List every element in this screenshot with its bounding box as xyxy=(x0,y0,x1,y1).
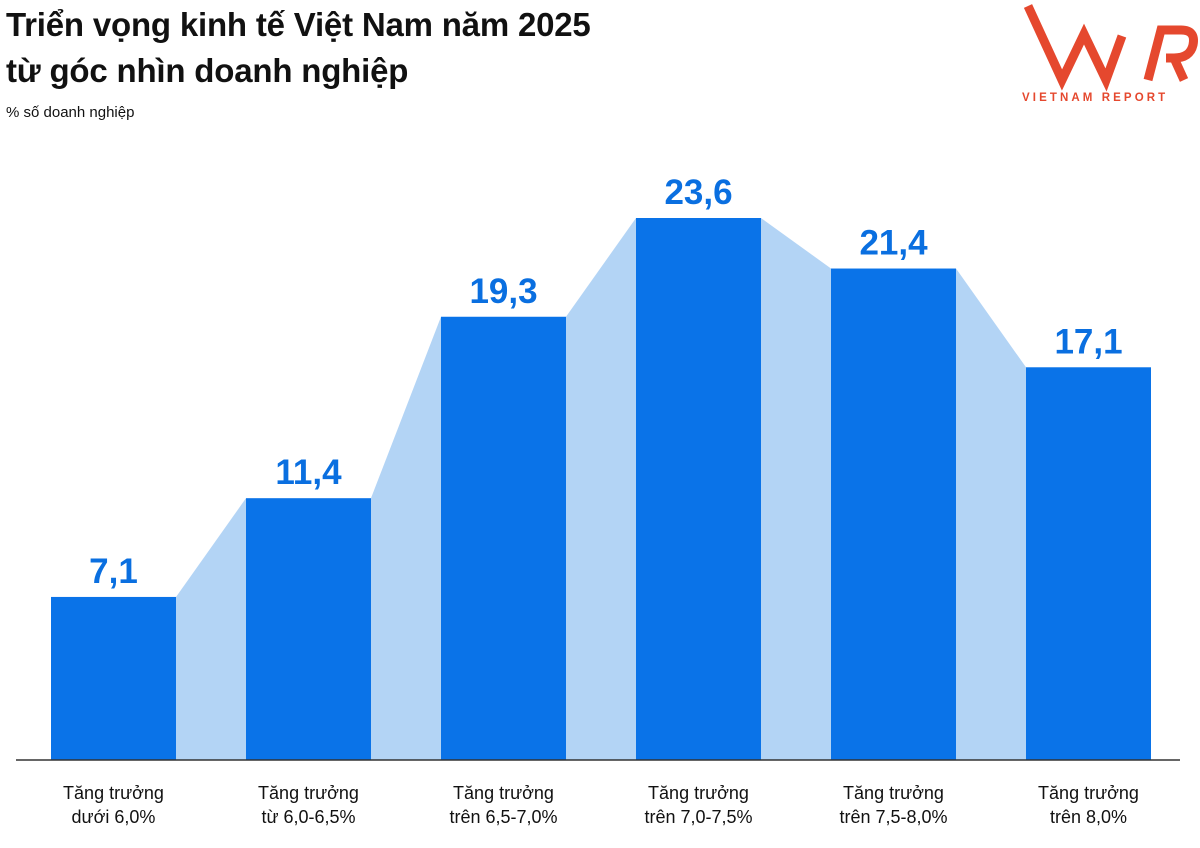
vietnam-report-logo xyxy=(1023,4,1198,92)
category-label-5: Tăng trưởng trên 7,5-8,0% xyxy=(839,783,947,827)
chart-unit-label: % số doanh nghiệp xyxy=(6,104,135,121)
category-label-2: Tăng trưởng từ 6,0-6,5% xyxy=(258,783,359,827)
bar-value-label-3: 19,3 xyxy=(469,272,537,311)
bar-value-label-2: 11,4 xyxy=(275,453,342,492)
bar-value-label-6: 17,1 xyxy=(1054,322,1122,361)
bar-value-label-4: 23,6 xyxy=(664,173,732,212)
category-label-1: Tăng trưởng dưới 6,0% xyxy=(63,783,164,827)
bar-4 xyxy=(636,218,761,760)
chart-title-line-1: Triển vọng kinh tế Việt Nam năm 2025 xyxy=(6,6,591,43)
bar-2 xyxy=(246,498,371,760)
bar-5 xyxy=(831,268,956,760)
chart-title: Triển vọng kinh tế Việt Nam năm 2025 từ … xyxy=(6,2,591,94)
connector-area-3 xyxy=(566,218,636,760)
connector-area-1 xyxy=(176,498,246,760)
connector-area-2 xyxy=(371,316,441,760)
chart-title-line-2: từ góc nhìn doanh nghiệp xyxy=(6,52,409,89)
category-label-3: Tăng trưởng trên 6,5-7,0% xyxy=(449,783,557,827)
connector-area-4 xyxy=(761,218,831,760)
category-label-6: Tăng trưởng trên 8,0% xyxy=(1038,783,1139,827)
category-label-4: Tăng trưởng trên 7,0-7,5% xyxy=(644,783,752,827)
logo-text: VIETNAM REPORT xyxy=(1022,92,1169,104)
bar-value-label-5: 21,4 xyxy=(859,224,928,263)
bar-3 xyxy=(441,316,566,760)
connector-area-5 xyxy=(956,268,1026,760)
bar-6 xyxy=(1026,367,1151,760)
bar-value-label-1: 7,1 xyxy=(89,552,138,591)
bar-1 xyxy=(51,596,176,760)
